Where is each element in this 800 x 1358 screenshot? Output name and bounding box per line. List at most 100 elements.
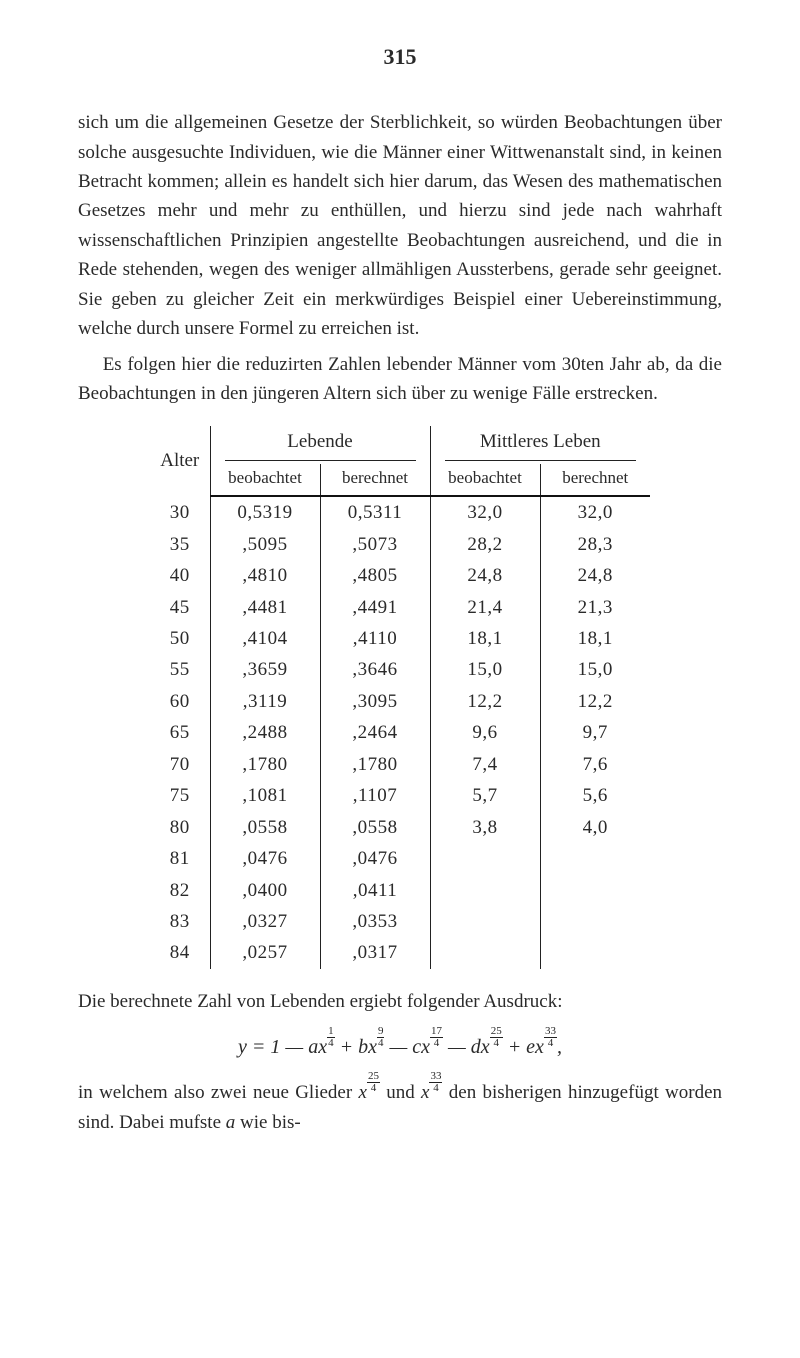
table-row: 75,1081,11075,75,6 [150, 780, 650, 811]
formula-yeq: y = 1 — ax [238, 1036, 327, 1058]
paragraph-1: sich um die allgemeinen Gesetze der Ster… [78, 108, 722, 344]
table-cell: 60 [150, 686, 210, 717]
exp-3-n: 17 [430, 1026, 443, 1037]
formula-comma: , [557, 1036, 562, 1058]
table-cell: ,1081 [210, 780, 320, 811]
paragraph-3: Die berechnete Zahl von Lebenden ergiebt… [78, 987, 722, 1016]
table-cell: ,0317 [320, 937, 430, 968]
table-cell: ,1780 [320, 749, 430, 780]
table-cell: ,4110 [320, 623, 430, 654]
table-row: 81,0476,0476 [150, 843, 650, 874]
table-cell: ,5095 [210, 529, 320, 560]
table-cell: 83 [150, 906, 210, 937]
g1-d: 4 [367, 1083, 380, 1093]
table-cell: 9,6 [430, 717, 540, 748]
table-cell: ,4810 [210, 560, 320, 591]
table-cell: 4,0 [540, 812, 650, 843]
table-cell: ,0558 [210, 812, 320, 843]
table-cell: ,4805 [320, 560, 430, 591]
table-cell: 5,7 [430, 780, 540, 811]
table-cell: 7,6 [540, 749, 650, 780]
table-cell: 28,3 [540, 529, 650, 560]
table-cell: 80 [150, 812, 210, 843]
table-row: 35,5095,507328,228,3 [150, 529, 650, 560]
table-cell [540, 937, 650, 968]
mortality-table: Alter Lebende Mittleres Leben beobachtet… [78, 426, 722, 968]
exp-1-d: 4 [327, 1038, 335, 1048]
table-cell [430, 843, 540, 874]
table-cell: ,0327 [210, 906, 320, 937]
formula-cx: — cx [384, 1036, 430, 1058]
table-cell: 3,8 [430, 812, 540, 843]
table: Alter Lebende Mittleres Leben beobachtet… [150, 426, 650, 968]
table-row: 40,4810,480524,824,8 [150, 560, 650, 591]
formula-ex: + ex [503, 1036, 544, 1058]
table-cell [430, 875, 540, 906]
table-cell: 18,1 [540, 623, 650, 654]
table-row: 83,0327,0353 [150, 906, 650, 937]
table-cell: 50 [150, 623, 210, 654]
exp-5-d: 4 [544, 1038, 557, 1048]
header-alter: Alter [150, 426, 210, 496]
table-row: 60,3119,309512,212,2 [150, 686, 650, 717]
table-cell: ,3119 [210, 686, 320, 717]
table-row: 45,4481,449121,421,3 [150, 592, 650, 623]
exp-3-d: 4 [430, 1038, 443, 1048]
p4-pre: in welchem also zwei neue Glieder [78, 1082, 359, 1103]
table-cell: ,1780 [210, 749, 320, 780]
table-cell: ,3646 [320, 654, 430, 685]
subheader-beobachtet-2: beobachtet [430, 464, 540, 496]
exp-1-n: 1 [327, 1026, 335, 1037]
table-cell: 32,0 [430, 496, 540, 528]
table-cell: ,3659 [210, 654, 320, 685]
table-cell: 15,0 [430, 654, 540, 685]
table-cell [540, 875, 650, 906]
table-row: 82,0400,0411 [150, 875, 650, 906]
g2-d: 4 [429, 1083, 442, 1093]
table-cell [540, 906, 650, 937]
subheader-berechnet-2: berechnet [540, 464, 650, 496]
subheader-berechnet-1: berechnet [320, 464, 430, 496]
table-cell: 55 [150, 654, 210, 685]
table-cell [430, 906, 540, 937]
table-cell: ,0353 [320, 906, 430, 937]
table-cell: ,2464 [320, 717, 430, 748]
table-cell: ,0257 [210, 937, 320, 968]
table-cell: 12,2 [540, 686, 650, 717]
table-cell: 28,2 [430, 529, 540, 560]
table-cell: 21,4 [430, 592, 540, 623]
table-row: 65,2488,24649,69,7 [150, 717, 650, 748]
subheader-beobachtet-1: beobachtet [210, 464, 320, 496]
table-cell: ,0558 [320, 812, 430, 843]
table-cell: 9,7 [540, 717, 650, 748]
table-cell: 21,3 [540, 592, 650, 623]
table-cell: 24,8 [540, 560, 650, 591]
table-cell: ,0476 [320, 843, 430, 874]
table-cell: 65 [150, 717, 210, 748]
glied-x1: x [359, 1082, 367, 1103]
exp-4-d: 4 [490, 1038, 503, 1048]
table-row: 55,3659,364615,015,0 [150, 654, 650, 685]
table-cell: 75 [150, 780, 210, 811]
exp-5-n: 33 [544, 1026, 557, 1037]
table-cell: 5,6 [540, 780, 650, 811]
header-lebende: Lebende [210, 426, 430, 458]
table-cell: 35 [150, 529, 210, 560]
table-cell [430, 937, 540, 968]
table-cell: ,4104 [210, 623, 320, 654]
table-cell [540, 843, 650, 874]
table-cell: ,0476 [210, 843, 320, 874]
table-cell: 81 [150, 843, 210, 874]
header-mittleres: Mittleres Leben [430, 426, 650, 458]
page-number: 315 [78, 40, 722, 74]
table-cell: 12,2 [430, 686, 540, 717]
table-cell: ,2488 [210, 717, 320, 748]
formula-bx: + bx [335, 1036, 377, 1058]
table-row: 50,4104,411018,118,1 [150, 623, 650, 654]
table-cell: 70 [150, 749, 210, 780]
table-cell: ,3095 [320, 686, 430, 717]
table-cell: ,4491 [320, 592, 430, 623]
table-cell: 40 [150, 560, 210, 591]
table-cell: 15,0 [540, 654, 650, 685]
table-cell: 0,5311 [320, 496, 430, 528]
